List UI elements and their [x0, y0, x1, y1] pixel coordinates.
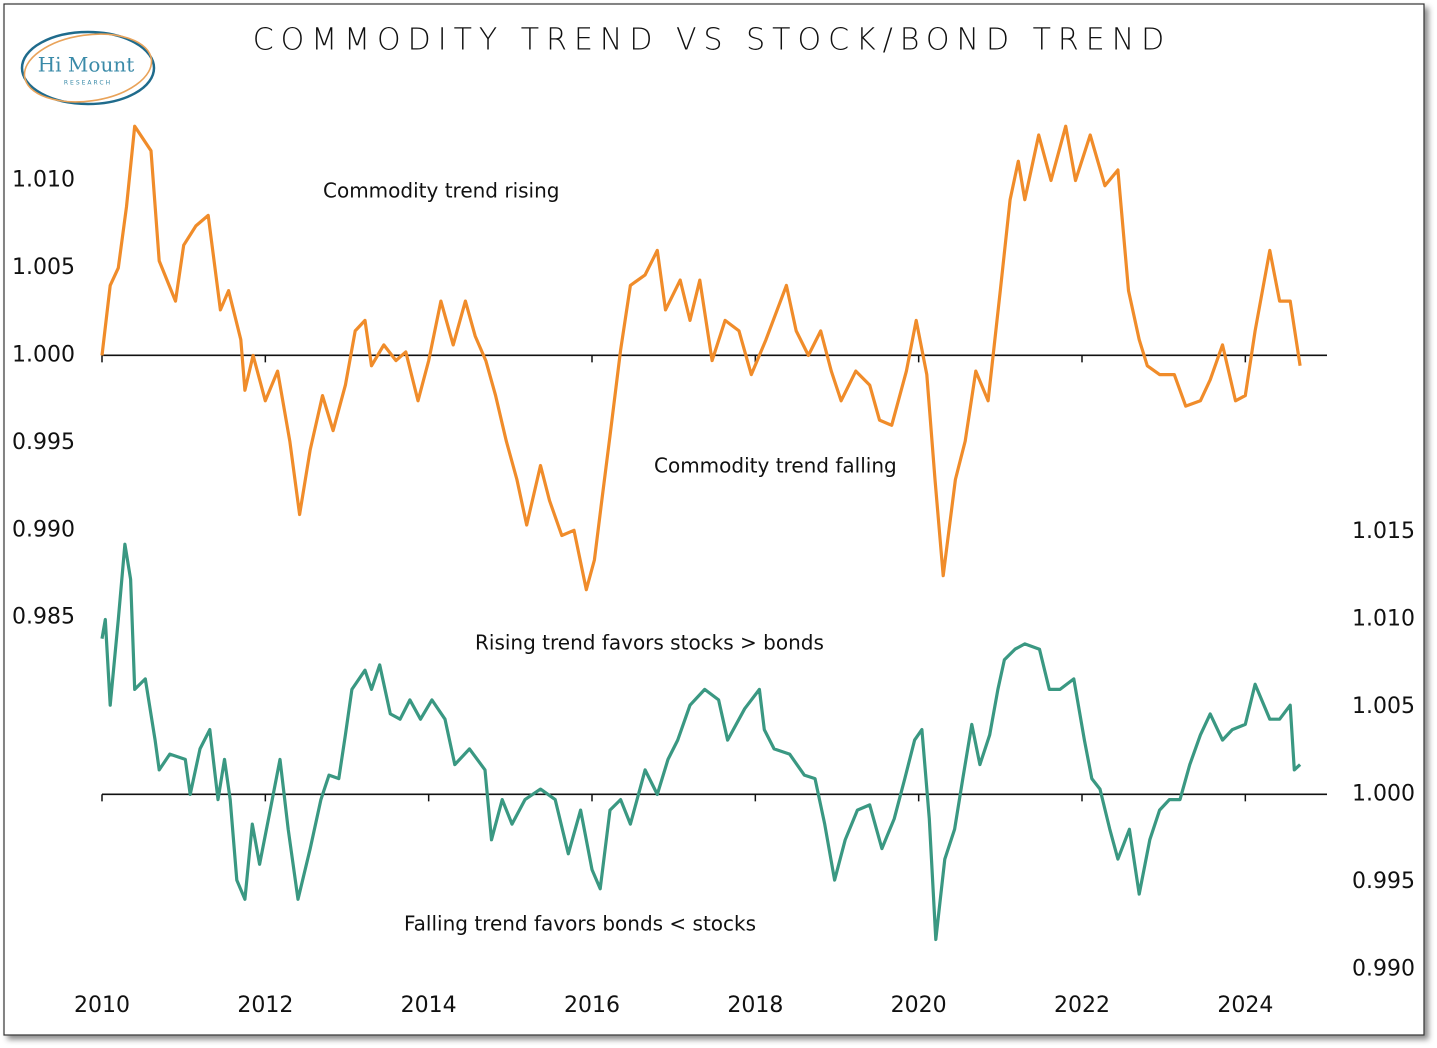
annotation: Commodity trend falling — [654, 454, 897, 478]
chart-title: COMMODITY TREND VS STOCK/BOND TREND — [253, 23, 1172, 58]
annotation: Falling trend favors bonds < stocks — [404, 912, 756, 936]
y-tick-label: 1.005 — [12, 255, 75, 280]
y2-tick-label: 1.000 — [1352, 781, 1415, 806]
y-tick-label: 0.995 — [12, 430, 75, 455]
y-tick-label: 0.985 — [12, 605, 75, 630]
x-tick-label: 2018 — [727, 993, 783, 1018]
y2-tick-label: 0.990 — [1352, 956, 1415, 981]
series-line — [100, 542, 1302, 942]
y-tick-label: 1.000 — [12, 342, 75, 367]
x-tick-label: 2020 — [891, 993, 947, 1018]
y-tick-label: 1.010 — [12, 167, 75, 192]
y2-tick-label: 1.015 — [1352, 519, 1415, 544]
y2-tick-label: 1.010 — [1352, 606, 1415, 631]
logo-text: Hi Mount — [38, 53, 135, 77]
x-tick-label: 2012 — [237, 993, 293, 1018]
x-tick-label: 2022 — [1054, 993, 1110, 1018]
y2-tick-label: 0.995 — [1352, 869, 1415, 894]
y-tick-label: 0.990 — [12, 517, 75, 542]
x-tick-label: 2010 — [74, 993, 130, 1018]
series-line — [100, 124, 1302, 592]
x-tick-label: 2016 — [564, 993, 620, 1018]
annotation: Rising trend favors stocks > bonds — [475, 631, 824, 655]
x-tick-label: 2024 — [1217, 993, 1273, 1018]
x-tick-label: 2014 — [401, 993, 457, 1018]
y2-tick-label: 1.005 — [1352, 694, 1415, 719]
logo: Hi Mount RESEARCH — [20, 30, 156, 106]
frame — [3, 3, 1425, 1036]
logo-ring — [23, 33, 153, 103]
logo-subtitle: RESEARCH — [64, 80, 112, 87]
logo-ring — [20, 30, 156, 106]
annotation: Commodity trend rising — [323, 179, 559, 203]
